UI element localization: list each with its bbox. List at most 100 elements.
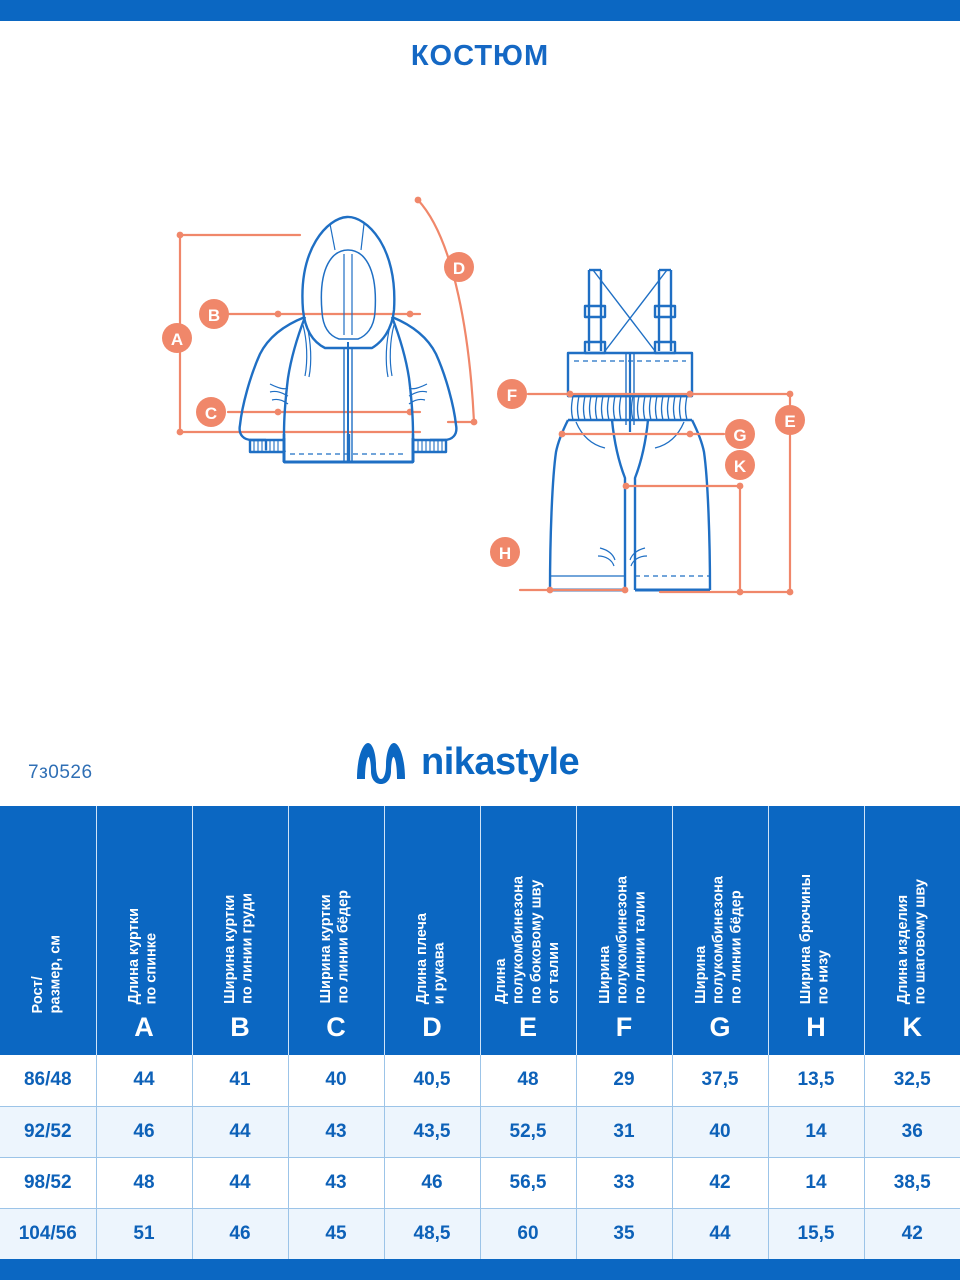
pants-illustration — [548, 268, 712, 592]
table-header-cell: Длина плеча и рукава D — [384, 806, 481, 1055]
svg-text:B: B — [208, 306, 220, 325]
header-caption: Рост/ размер, см — [30, 934, 64, 1013]
header-letter: B — [230, 1012, 250, 1042]
header-caption: Длина изделия по шаговому шву — [894, 878, 929, 1004]
value-cell: 13,5 — [768, 1055, 865, 1107]
marker-h: H — [490, 537, 520, 567]
value-cell: 60 — [480, 1208, 577, 1260]
value-cell: 45 — [288, 1208, 385, 1260]
header-caption: Ширина полукомбинезона по линии талии — [597, 876, 649, 1004]
value-cell: 29 — [576, 1055, 673, 1107]
header-letter: K — [902, 1012, 923, 1042]
svg-text:D: D — [453, 259, 465, 278]
value-cell: 40 — [288, 1055, 385, 1107]
table-row: 92/52 46 44 43 43,5 52,5 31 40 14 36 — [0, 1106, 960, 1158]
value-cell: 44 — [192, 1157, 289, 1209]
jacket-measure-lines — [178, 198, 476, 434]
value-cell: 37,5 — [672, 1055, 769, 1107]
value-cell: 43,5 — [384, 1106, 481, 1158]
header-letter: C — [326, 1012, 346, 1042]
header-letter: E — [518, 1012, 537, 1042]
table-header-cell: Длина полукомбинезона по боковому шву от… — [480, 806, 577, 1055]
value-cell: 46 — [192, 1208, 289, 1260]
value-cell: 40,5 — [384, 1055, 481, 1107]
header-letter: F — [615, 1012, 633, 1042]
svg-text:F: F — [507, 386, 517, 405]
header-caption: Длина плеча и рукава — [414, 912, 448, 1004]
svg-text:G: G — [733, 426, 746, 445]
table-row: 98/52 48 44 43 46 56,5 33 42 14 38,5 — [0, 1157, 960, 1209]
value-cell: 36 — [864, 1106, 960, 1158]
pants-measure-dots — [546, 390, 794, 596]
value-cell: 44 — [192, 1106, 289, 1158]
product-code: 7з0526 — [28, 762, 93, 783]
size-cell: 98/52 — [0, 1157, 97, 1209]
page-title: КОСТЮМ — [410, 40, 550, 72]
table-header-cell: Длина изделия по шаговому шву K — [864, 806, 960, 1055]
wave-m-icon — [357, 743, 405, 784]
header-letter: A — [134, 1012, 154, 1042]
size-cell: 86/48 — [0, 1055, 97, 1107]
value-cell: 40 — [672, 1106, 769, 1158]
header-letter: H — [806, 1012, 826, 1042]
header-caption: Длина полукомбинезона по боковому шву от… — [492, 876, 562, 1004]
marker-e: E — [775, 405, 805, 435]
value-cell: 52,5 — [480, 1106, 577, 1158]
value-cell: 46 — [96, 1106, 193, 1158]
table-header-cell: Ширина куртки по линии груди B — [192, 806, 289, 1055]
table-header-cell: Ширина брючины по низу H — [768, 806, 865, 1055]
value-cell: 14 — [768, 1157, 865, 1209]
value-cell: 41 — [192, 1055, 289, 1107]
measurement-diagram: A B C D F G E K H — [0, 120, 960, 600]
value-cell: 43 — [288, 1106, 385, 1158]
table-header-cell: Ширина куртки по линии бёдер C — [288, 806, 385, 1055]
bottom-blue-bar — [0, 1259, 960, 1280]
marker-a: A — [162, 323, 192, 353]
svg-text:E: E — [784, 412, 795, 431]
marker-b: B — [199, 299, 229, 329]
value-cell: 31 — [576, 1106, 673, 1158]
table-row: 86/48 44 41 40 40,5 48 29 37,5 13,5 32,5 — [0, 1055, 960, 1107]
size-cell: 104/56 — [0, 1208, 97, 1260]
svg-text:H: H — [499, 544, 511, 563]
value-cell: 48,5 — [384, 1208, 481, 1260]
value-cell: 38,5 — [864, 1157, 960, 1209]
marker-k: K — [725, 450, 755, 480]
size-table: Рост/ размер, см Длина куртки по спинке … — [0, 806, 960, 1260]
table-header-cell: Длина куртки по спинке A — [96, 806, 193, 1055]
value-cell: 51 — [96, 1208, 193, 1260]
table-header-cell: Ширина полукомбинезона по линии бёдер G — [672, 806, 769, 1055]
marker-d: D — [444, 252, 474, 282]
value-cell: 46 — [384, 1157, 481, 1209]
svg-text:K: K — [734, 457, 747, 476]
table-header-cell: Рост/ размер, см — [0, 806, 97, 1055]
header-caption: Ширина брючины по низу — [798, 873, 832, 1004]
value-cell: 48 — [480, 1055, 577, 1107]
header-caption: Длина куртки по спинке — [126, 907, 160, 1004]
top-blue-bar — [0, 0, 960, 21]
header-letter: G — [709, 1012, 731, 1042]
value-cell: 42 — [864, 1208, 960, 1260]
header-letter: D — [422, 1012, 442, 1042]
brand-logo-text: nikastyle — [421, 741, 580, 783]
size-cell: 92/52 — [0, 1106, 97, 1158]
value-cell: 33 — [576, 1157, 673, 1209]
value-cell: 44 — [96, 1055, 193, 1107]
marker-f: F — [497, 379, 527, 409]
jacket-illustration — [238, 215, 458, 464]
header-caption: Ширина полукомбинезона по линии бёдер — [693, 876, 745, 1004]
table-header-row: Рост/ размер, см Длина куртки по спинке … — [0, 806, 960, 1055]
value-cell: 44 — [672, 1208, 769, 1260]
svg-text:C: C — [205, 404, 217, 423]
table-header-cell: Ширина полукомбинезона по линии талии F — [576, 806, 673, 1055]
value-cell: 35 — [576, 1208, 673, 1260]
value-cell: 48 — [96, 1157, 193, 1209]
value-cell: 56,5 — [480, 1157, 577, 1209]
header-caption: Ширина куртки по линии бёдер — [318, 890, 352, 1004]
svg-text:A: A — [171, 330, 183, 349]
marker-c: C — [196, 397, 226, 427]
value-cell: 32,5 — [864, 1055, 960, 1107]
value-cell: 15,5 — [768, 1208, 865, 1260]
value-cell: 14 — [768, 1106, 865, 1158]
marker-badges: A B C D F G E K H — [162, 252, 805, 567]
